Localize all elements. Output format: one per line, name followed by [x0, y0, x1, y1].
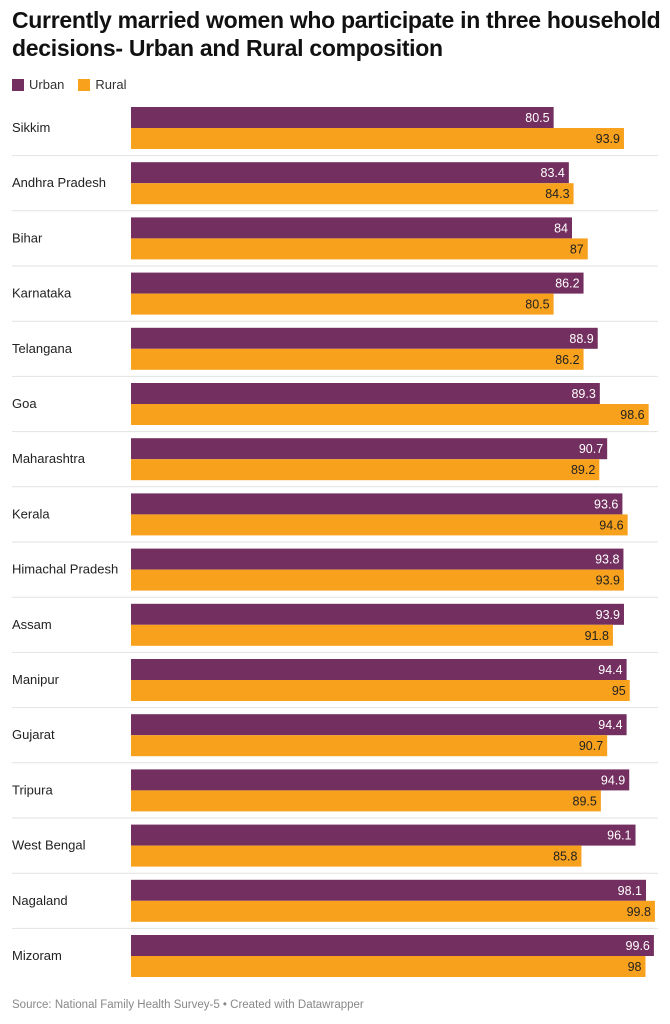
bar-rural-sikkim — [131, 128, 624, 149]
value-label-urban-kerala: 93.6 — [594, 497, 618, 511]
category-label-andhra-pradesh: Andhra Pradesh — [12, 175, 106, 190]
value-label-rural-kerala: 94.6 — [599, 518, 623, 532]
value-label-urban-bihar: 84 — [554, 221, 568, 235]
bar-rural-telangana — [131, 348, 584, 370]
bar-urban-sikkim — [131, 107, 554, 128]
value-label-rural-andhra-pradesh: 84.3 — [545, 187, 569, 201]
value-label-rural-manipur: 95 — [612, 684, 626, 698]
category-label-nagaland: Nagaland — [12, 893, 68, 908]
bar-urban-telangana — [131, 327, 598, 349]
bar-rural-manipur — [131, 680, 630, 701]
bar-urban-manipur — [131, 659, 627, 680]
category-label-manipur: Manipur — [12, 672, 60, 687]
bar-urban-gujarat — [131, 714, 627, 736]
bar-rural-bihar — [131, 238, 588, 260]
category-label-assam: Assam — [12, 617, 52, 632]
legend-label-rural: Rural — [95, 77, 127, 92]
bar-rural-gujarat — [131, 735, 608, 757]
category-label-karnataka: Karnataka — [12, 286, 72, 301]
bar-urban-kerala — [131, 493, 623, 515]
bar-rural-himachal-pradesh — [131, 569, 624, 591]
bar-rural-kerala — [131, 514, 628, 536]
value-label-urban-assam: 93.9 — [596, 608, 620, 622]
category-label-himachal-pradesh: Himachal Pradesh — [12, 562, 118, 577]
bar-urban-nagaland — [131, 879, 647, 901]
legend-swatch-urban — [12, 78, 24, 91]
chart-title: Currently married women who participate … — [12, 7, 661, 61]
category-label-sikkim: Sikkim — [12, 120, 50, 135]
value-label-urban-goa: 89.3 — [571, 387, 595, 401]
value-label-rural-karnataka: 80.5 — [525, 298, 549, 312]
value-label-urban-manipur: 94.4 — [598, 663, 622, 677]
category-label-gujarat: Gujarat — [12, 727, 55, 742]
value-label-rural-nagaland: 99.8 — [627, 905, 651, 919]
value-label-rural-sikkim: 93.9 — [596, 132, 620, 146]
legend-swatch-rural — [78, 78, 91, 91]
value-label-urban-telangana: 88.9 — [569, 332, 593, 346]
bar-urban-goa — [131, 383, 600, 404]
bar-urban-karnataka — [131, 272, 584, 294]
value-label-rural-tripura: 89.5 — [573, 794, 597, 808]
category-label-goa: Goa — [12, 396, 37, 411]
value-label-rural-west-bengal: 85.8 — [553, 850, 577, 864]
value-label-urban-mizoram: 99.6 — [626, 939, 650, 953]
legend-item-rural: Rural — [78, 77, 127, 92]
legend-label-urban: Urban — [29, 77, 65, 92]
value-label-rural-assam: 91.8 — [585, 629, 609, 643]
bar-urban-maharashtra — [131, 438, 608, 460]
value-label-urban-sikkim: 80.5 — [525, 111, 549, 125]
bar-urban-tripura — [131, 769, 630, 791]
category-label-tripura: Tripura — [12, 782, 53, 797]
value-label-rural-telangana: 86.2 — [555, 353, 579, 367]
value-label-rural-bihar: 87 — [570, 242, 584, 256]
value-label-urban-nagaland: 98.1 — [618, 884, 642, 898]
value-label-rural-mizoram: 98 — [628, 960, 642, 974]
category-label-maharashtra: Maharashtra — [12, 451, 86, 466]
bar-urban-himachal-pradesh — [131, 548, 624, 570]
bar-urban-andhra-pradesh — [131, 162, 569, 184]
bar-rural-assam — [131, 624, 613, 646]
bar-rural-karnataka — [131, 293, 554, 315]
bar-rural-tripura — [131, 790, 601, 812]
footer-source: Source: National Family Health Survey-5 … — [12, 999, 364, 1011]
bar-rural-andhra-pradesh — [131, 183, 574, 205]
bar-urban-mizoram — [131, 935, 654, 956]
bar-urban-bihar — [131, 217, 572, 239]
category-label-mizoram: Mizoram — [12, 948, 62, 963]
bar-rural-west-bengal — [131, 845, 582, 867]
bar-chart: Sikkim 80.5 93.9 Andhra Pradesh 83.4 84.3 Biha… — [12, 107, 658, 977]
value-label-rural-gujarat: 90.7 — [579, 739, 603, 753]
category-label-kerala: Kerala — [12, 506, 50, 521]
value-label-urban-karnataka: 86.2 — [555, 277, 579, 291]
legend: Urban Rural — [12, 77, 127, 92]
value-label-urban-himachal-pradesh: 93.8 — [595, 553, 619, 567]
bar-urban-assam — [131, 603, 624, 625]
bar-rural-mizoram — [131, 956, 646, 977]
value-label-rural-goa: 98.6 — [620, 408, 644, 422]
category-label-west-bengal: West Bengal — [12, 838, 86, 853]
value-label-urban-andhra-pradesh: 83.4 — [541, 166, 565, 180]
value-label-urban-maharashtra: 90.7 — [579, 442, 603, 456]
bar-rural-maharashtra — [131, 459, 600, 481]
value-label-urban-west-bengal: 96.1 — [607, 829, 631, 843]
bar-rural-nagaland — [131, 900, 655, 922]
category-label-telangana: Telangana — [12, 341, 73, 356]
bar-urban-west-bengal — [131, 824, 636, 846]
value-label-urban-tripura: 94.9 — [601, 773, 625, 787]
category-label-bihar: Bihar — [12, 230, 43, 245]
value-label-rural-himachal-pradesh: 93.9 — [596, 574, 620, 588]
bar-rural-goa — [131, 404, 649, 425]
legend-item-urban: Urban — [12, 77, 64, 92]
value-label-urban-gujarat: 94.4 — [598, 718, 622, 732]
value-label-rural-maharashtra: 89.2 — [571, 463, 595, 477]
